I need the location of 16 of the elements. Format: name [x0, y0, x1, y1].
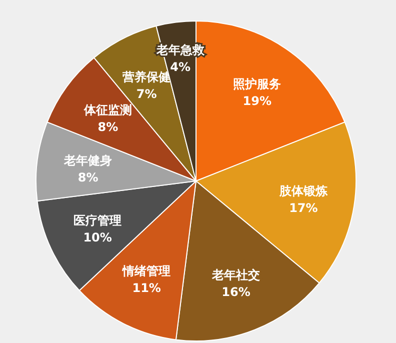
data-label: 8% [78, 170, 98, 184]
slice-label: 老年健身 [63, 153, 112, 168]
slice-label: 老年社交 [211, 268, 260, 282]
data-label: 19% [242, 94, 272, 108]
data-label: 4% [170, 60, 191, 74]
slice-label: 医疗管理 [74, 213, 122, 228]
data-label: 10% [83, 230, 112, 244]
data-label: 8% [98, 120, 118, 134]
slice-label: 照护服务 [233, 77, 282, 92]
data-label: 17% [289, 201, 318, 216]
slice-label: 肢体锻炼 [278, 184, 328, 198]
data-label: 7% [136, 87, 157, 102]
data-label: 11% [132, 280, 161, 295]
slice-label: 情绪管理 [122, 264, 171, 278]
slice-label: 体征监测 [82, 103, 132, 118]
data-label: 16% [222, 285, 250, 300]
